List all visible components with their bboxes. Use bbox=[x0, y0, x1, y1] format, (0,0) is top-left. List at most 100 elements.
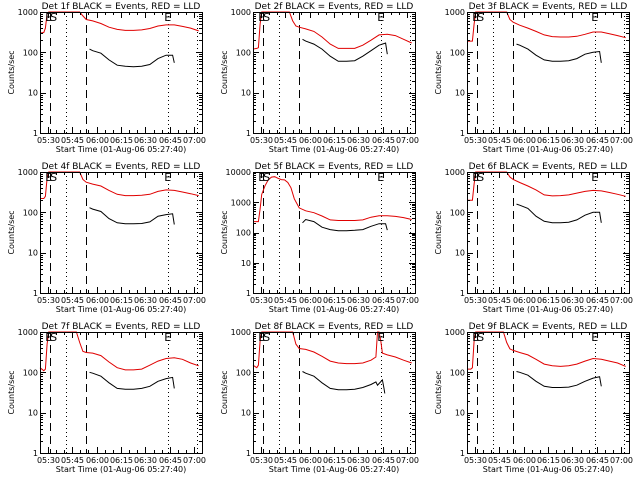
x-tick-label: 06:15 bbox=[110, 456, 133, 465]
chart-panel-7: Det 7f BLACK = Events, RED = LLD 1 10 100 10… bbox=[7, 322, 206, 474]
y-axis-label: Counts/sec bbox=[7, 210, 16, 254]
y-axis-label: Counts/sec bbox=[220, 50, 229, 94]
y-tick-label: 1 bbox=[460, 129, 465, 138]
x-tick-label: 06:30 bbox=[347, 296, 370, 305]
x-tick-label: 06:00 bbox=[86, 296, 109, 305]
y-tick-label: 100 bbox=[23, 368, 38, 377]
chart-title: Det 9f BLACK = Events, RED = LLD bbox=[468, 322, 627, 332]
y-tick-label: 100 bbox=[23, 48, 38, 57]
event-marker-e: E bbox=[45, 11, 52, 24]
x-tick-label: 06:45 bbox=[372, 296, 395, 305]
y-tick-label: 1000 bbox=[444, 328, 464, 337]
y-axis-label: Counts/sec bbox=[7, 370, 16, 414]
event-marker-s: S bbox=[263, 171, 270, 184]
series-lld bbox=[39, 11, 199, 34]
x-tick-label: 07:00 bbox=[183, 296, 206, 305]
event-marker-e: E bbox=[591, 171, 598, 184]
chart-panel-6: Det 6f BLACK = Events, RED = LLD 1 10 100 10… bbox=[434, 162, 633, 314]
y-tick-label: 100 bbox=[236, 229, 251, 238]
event-marker-e: E bbox=[378, 331, 385, 344]
plot-frame bbox=[466, 12, 630, 134]
x-axis-label: Start Time (01-Aug-06 05:27:40) bbox=[56, 305, 187, 314]
plot-frame bbox=[253, 12, 417, 134]
series-events bbox=[515, 203, 602, 224]
x-tick-label: 05:30 bbox=[464, 136, 487, 145]
y-axis-label: Counts/sec bbox=[434, 50, 443, 94]
x-tick-label: 06:00 bbox=[299, 296, 322, 305]
x-tick-label: 06:15 bbox=[323, 296, 346, 305]
plot-frame bbox=[40, 12, 203, 134]
event-marker-e: E bbox=[591, 331, 598, 344]
x-tick-label: 06:45 bbox=[159, 136, 182, 145]
chart-title: Det 6f BLACK = Events, RED = LLD bbox=[468, 162, 627, 172]
x-tick-label: 05:45 bbox=[488, 296, 511, 305]
plot-frame bbox=[466, 332, 630, 454]
chart-title: Det 7f BLACK = Events, RED = LLD bbox=[42, 322, 201, 332]
y-tick-label: 1000 bbox=[444, 168, 464, 177]
event-marker-s: S bbox=[477, 171, 484, 184]
y-tick-label: 1000 bbox=[18, 328, 38, 337]
y-tick-label: 1000 bbox=[231, 8, 251, 17]
x-tick-label: 05:45 bbox=[61, 456, 84, 465]
event-marker-e: E bbox=[164, 171, 171, 184]
chart-panel-8: Det 8f BLACK = Events, RED = LLD 1 10 100 10… bbox=[220, 322, 419, 474]
x-tick-label: 06:00 bbox=[513, 456, 536, 465]
chart-panel-1: Det 1f BLACK = Events, RED = LLD 1 10 100 10… bbox=[7, 2, 206, 154]
chart-title: Det 8f BLACK = Events, RED = LLD bbox=[255, 322, 414, 332]
x-tick-label: 06:45 bbox=[586, 296, 609, 305]
x-tick-label: 06:45 bbox=[372, 136, 395, 145]
series-lld bbox=[40, 171, 199, 199]
x-axis-label: Start Time (01-Aug-06 05:27:40) bbox=[482, 305, 613, 314]
y-tick-label: 10 bbox=[241, 89, 251, 98]
event-marker-e: E bbox=[591, 11, 598, 24]
x-tick-label: 07:00 bbox=[610, 136, 633, 145]
x-tick-label: 06:45 bbox=[159, 456, 182, 465]
y-tick-label: 10000 bbox=[226, 168, 251, 177]
x-tick-label: 07:00 bbox=[183, 456, 206, 465]
x-tick-label: 06:00 bbox=[299, 136, 322, 145]
event-marker-s: S bbox=[263, 11, 270, 24]
x-tick-label: 05:30 bbox=[464, 296, 487, 305]
x-tick-label: 06:00 bbox=[513, 296, 536, 305]
plot-frame bbox=[253, 332, 417, 454]
chart-title: Det 2f BLACK = Events, RED = LLD bbox=[255, 2, 414, 12]
event-marker-s: S bbox=[50, 331, 57, 344]
x-tick-label: 07:00 bbox=[396, 296, 419, 305]
y-tick-label: 10 bbox=[28, 89, 38, 98]
y-tick-label: 10 bbox=[241, 259, 251, 268]
y-axis-label: Counts/sec bbox=[220, 370, 229, 414]
x-tick-label: 07:00 bbox=[396, 136, 419, 145]
series-lld bbox=[253, 11, 413, 50]
x-tick-label: 06:15 bbox=[537, 136, 560, 145]
series-lld bbox=[466, 171, 626, 201]
x-tick-label: 05:45 bbox=[488, 136, 511, 145]
x-tick-label: 06:30 bbox=[561, 296, 584, 305]
event-marker-s: S bbox=[477, 11, 484, 24]
y-tick-label: 1 bbox=[246, 289, 251, 298]
chart-title: Det 4f BLACK = Events, RED = LLD bbox=[42, 162, 201, 172]
series-lld bbox=[39, 331, 199, 372]
x-tick-label: 05:45 bbox=[274, 296, 297, 305]
x-tick-label: 06:45 bbox=[159, 296, 182, 305]
x-tick-label: 06:15 bbox=[110, 296, 133, 305]
chart-title: Det 5f BLACK = Events, RED = LLD bbox=[255, 162, 414, 172]
x-tick-label: 05:30 bbox=[250, 456, 273, 465]
x-tick-label: 05:30 bbox=[464, 456, 487, 465]
series-events bbox=[89, 371, 175, 390]
event-marker-e: E bbox=[259, 11, 266, 24]
x-tick-label: 05:45 bbox=[274, 136, 297, 145]
x-tick-label: 06:00 bbox=[513, 136, 536, 145]
event-marker-s: S bbox=[50, 11, 57, 24]
x-axis-label: Start Time (01-Aug-06 05:27:40) bbox=[269, 145, 400, 154]
x-tick-label: 06:30 bbox=[134, 456, 157, 465]
x-tick-label: 06:30 bbox=[347, 456, 370, 465]
series-events bbox=[89, 207, 175, 225]
x-axis-label: Start Time (01-Aug-06 05:27:40) bbox=[269, 465, 400, 474]
x-tick-label: 06:15 bbox=[323, 136, 346, 145]
x-tick-label: 05:45 bbox=[274, 456, 297, 465]
event-marker-e: E bbox=[45, 171, 52, 184]
x-axis-label: Start Time (01-Aug-06 05:27:40) bbox=[56, 145, 187, 154]
x-tick-label: 06:00 bbox=[86, 136, 109, 145]
event-marker-e: E bbox=[378, 11, 385, 24]
y-tick-label: 1 bbox=[460, 289, 465, 298]
